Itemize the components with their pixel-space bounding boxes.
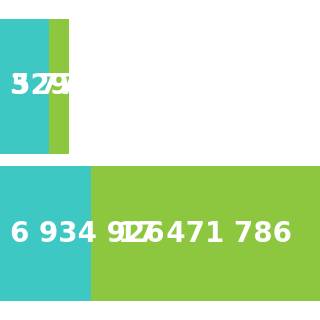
Text: 1 529 079: 1 529 079 [0,72,137,100]
Text: 17 471 786: 17 471 786 [118,220,292,248]
Bar [0,166,91,301]
Text: 3 771 596: 3 771 596 [10,72,164,100]
Bar [0,19,50,154]
Bar [50,19,69,154]
Bar [91,166,320,301]
Text: 6 934 926: 6 934 926 [10,220,164,248]
